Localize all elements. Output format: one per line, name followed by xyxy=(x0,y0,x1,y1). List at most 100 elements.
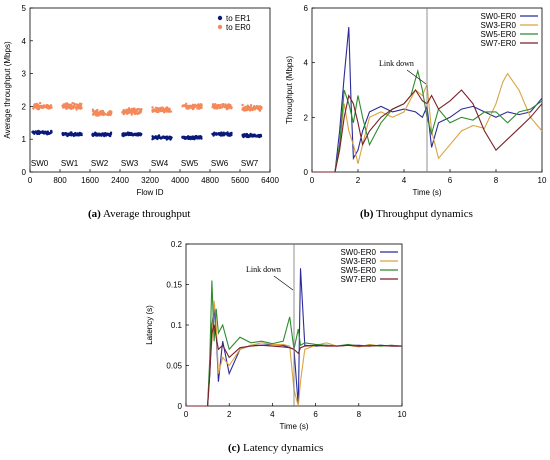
data-point xyxy=(165,135,168,138)
y-tick-label: 4 xyxy=(22,37,27,46)
data-point xyxy=(165,106,169,109)
data-point xyxy=(43,105,47,109)
data-point xyxy=(228,105,231,109)
data-point xyxy=(185,102,188,106)
group-label: SW6 xyxy=(211,159,229,168)
caption-a-tag: (a) xyxy=(88,208,101,220)
caption-b-tag: (b) xyxy=(360,208,374,220)
data-point xyxy=(155,107,159,110)
data-point xyxy=(130,132,133,135)
data-point xyxy=(98,133,101,136)
data-point xyxy=(64,106,67,110)
data-point xyxy=(105,113,109,116)
data-point xyxy=(102,133,105,137)
x-tick-label: 6 xyxy=(313,410,318,419)
data-point xyxy=(159,107,162,111)
data-point xyxy=(242,135,245,138)
legend-entry-label: SW0-ER0 xyxy=(480,12,516,21)
chart-average-throughput: 0 800 1600 2400 3200 4000 4800 5600 6400 0 1 2 3 4 5 Fl… xyxy=(3,4,279,197)
x-axis-label: Time (s) xyxy=(279,422,308,431)
x-tick-label: 6 xyxy=(448,176,453,185)
data-point xyxy=(220,132,224,135)
data-point xyxy=(32,106,35,110)
data-point xyxy=(62,103,65,106)
caption-b-text: Throughput dynamics xyxy=(376,208,473,220)
data-point xyxy=(75,106,78,109)
data-point xyxy=(193,136,196,139)
data-point xyxy=(93,110,97,114)
data-point xyxy=(244,106,248,109)
data-point xyxy=(229,133,233,137)
y-axis-label: Latency (s) xyxy=(145,305,154,345)
legend-entry-label: SW7-ER0 xyxy=(480,39,516,48)
caption-c: (c) Latency dynamics xyxy=(228,442,323,454)
legend-swatch xyxy=(217,15,223,21)
y-tick-label: 6 xyxy=(304,4,309,13)
caption-a: (a) Average throughput xyxy=(88,208,190,220)
data-point xyxy=(138,108,141,111)
x-tick-label: 4 xyxy=(402,176,407,185)
data-point xyxy=(93,133,96,137)
group-label: SW0 xyxy=(31,159,49,168)
data-point xyxy=(79,105,83,109)
data-point xyxy=(71,101,74,105)
data-point xyxy=(158,136,161,139)
data-point xyxy=(93,112,96,116)
data-point xyxy=(71,106,75,109)
data-point xyxy=(225,105,229,108)
x-tick-label: 800 xyxy=(53,176,67,185)
data-point xyxy=(184,136,188,139)
data-point xyxy=(61,131,65,135)
y-tick-label: 3 xyxy=(22,70,27,79)
data-point xyxy=(251,107,255,110)
data-point xyxy=(122,112,126,116)
x-tick-label: 4 xyxy=(270,410,275,419)
data-point xyxy=(195,104,198,108)
data-point xyxy=(69,107,73,111)
x-axis-label: Flow ID xyxy=(136,188,163,197)
data-point xyxy=(78,132,81,135)
data-point xyxy=(253,105,256,108)
data-point xyxy=(189,137,192,141)
y-tick-label: 5 xyxy=(22,4,27,13)
y-axis-label: Average throughput (Mbps) xyxy=(3,41,12,139)
data-point xyxy=(257,133,260,137)
group-label: SW7 xyxy=(241,159,259,168)
data-point xyxy=(152,136,155,139)
data-point xyxy=(199,136,202,139)
data-point xyxy=(44,131,47,135)
y-tick-label: 2 xyxy=(304,113,309,122)
data-point xyxy=(73,102,76,105)
x-tick-label: 8 xyxy=(357,410,362,419)
x-tick-label: 3200 xyxy=(141,176,159,185)
data-point xyxy=(76,133,79,137)
y-tick-label: 0.05 xyxy=(166,362,182,371)
data-point xyxy=(38,101,42,105)
x-tick-label: 0 xyxy=(184,410,189,419)
series-points xyxy=(32,101,263,117)
group-label: SW4 xyxy=(151,159,169,168)
data-point xyxy=(191,137,194,140)
data-point xyxy=(49,105,52,109)
data-point xyxy=(135,110,138,113)
data-point xyxy=(35,130,38,134)
data-point xyxy=(125,109,128,112)
data-point xyxy=(222,103,225,106)
data-point xyxy=(167,136,171,139)
x-tick-label: 8 xyxy=(494,176,499,185)
data-point xyxy=(139,109,142,113)
data-point xyxy=(160,136,164,139)
data-point xyxy=(186,104,189,108)
data-point xyxy=(169,110,173,113)
caption-c-tag: (c) xyxy=(228,442,241,454)
series-line xyxy=(312,72,543,173)
y-tick-label: 0.15 xyxy=(166,281,182,290)
group-label: SW2 xyxy=(91,159,109,168)
series-points xyxy=(31,129,263,141)
series-line xyxy=(312,27,543,173)
y-tick-label: 0 xyxy=(22,168,27,177)
caption-a-text: Average throughput xyxy=(102,208,191,220)
data-point xyxy=(102,112,106,116)
data-point xyxy=(164,109,167,112)
y-tick-label: 4 xyxy=(304,59,309,68)
